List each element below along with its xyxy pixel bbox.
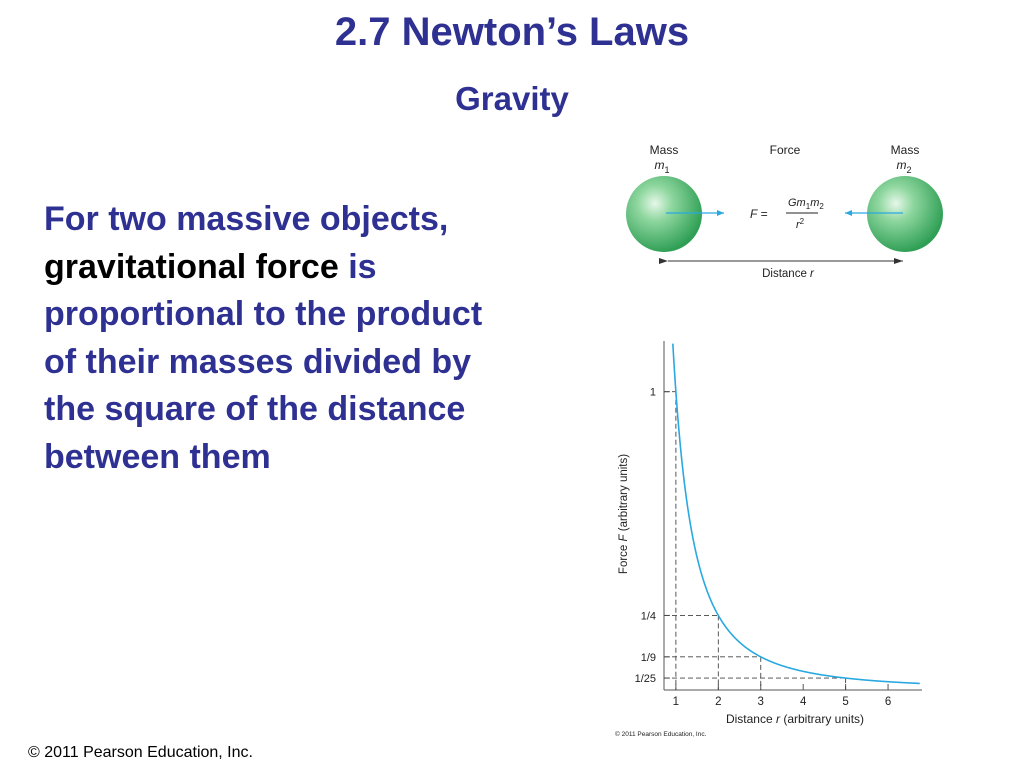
x-tick-label: 2 (715, 696, 721, 708)
x-tick-label: 3 (758, 696, 764, 708)
force-formula: F = Gm1m2 r2 (750, 197, 824, 231)
body-text: For two massive objects, gravitational f… (44, 196, 504, 481)
y-tick-label: 1 (650, 387, 656, 399)
inverse-square-curve (672, 343, 920, 685)
force-distance-chart: 1 2 3 4 5 6 1 1/4 1/9 1/25 Force F (arbitrary un… (615, 341, 922, 738)
x-tick-label: 4 (800, 696, 807, 708)
x-ticks: 1 2 3 4 5 6 (673, 684, 891, 708)
y-tick-label: 1/9 (641, 652, 656, 664)
x-tick-label: 1 (673, 696, 679, 708)
slide-subtitle: Gravity (455, 80, 569, 117)
figure-copyright: © 2011 Pearson Education, Inc. (615, 730, 707, 738)
gravity-diagram: Mass m1 Force Mass m2 F = Gm1m2 r2 Dista… (626, 143, 943, 280)
mass-label-right: Mass (891, 143, 920, 157)
x-tick-label: 5 (842, 696, 848, 708)
m2-symbol: m (896, 158, 906, 172)
force-label: Force (770, 143, 801, 157)
body-text-part1: For two massive objects, (44, 200, 449, 238)
body-text-part2: is proportional to the product of their … (44, 247, 483, 476)
dashed-guides (664, 391, 847, 690)
m1-symbol: m (654, 158, 664, 172)
mass-label-left: Mass (650, 143, 679, 157)
formula-denominator: r2 (796, 217, 805, 231)
m2-subscript: 2 (906, 165, 911, 175)
mass-sphere-right (867, 176, 943, 252)
formula-lhs: F = (750, 207, 767, 221)
y-tick-label: 1/25 (635, 673, 656, 685)
mass-sphere-left (626, 176, 702, 252)
copyright-footer: © 2011 Pearson Education, Inc. (28, 744, 253, 761)
y-ticks: 1 1/4 1/9 1/25 (635, 387, 670, 685)
y-axis-label: Force F (arbitrary units) (618, 454, 630, 574)
formula-numerator: Gm1m2 (788, 197, 824, 211)
slide-title: 2.7 Newton’s Laws (334, 10, 690, 54)
body-text-emphasis: gravitational force (44, 247, 339, 286)
y-tick-label: 1/4 (641, 610, 656, 622)
m2-label: m2 (896, 158, 911, 175)
distance-label: Distance r (762, 268, 815, 280)
x-axis-label: Distance r (arbitrary units) (726, 712, 864, 726)
m1-subscript: 1 (664, 165, 669, 175)
m1-label: m1 (654, 158, 669, 175)
x-tick-label: 6 (885, 696, 891, 708)
